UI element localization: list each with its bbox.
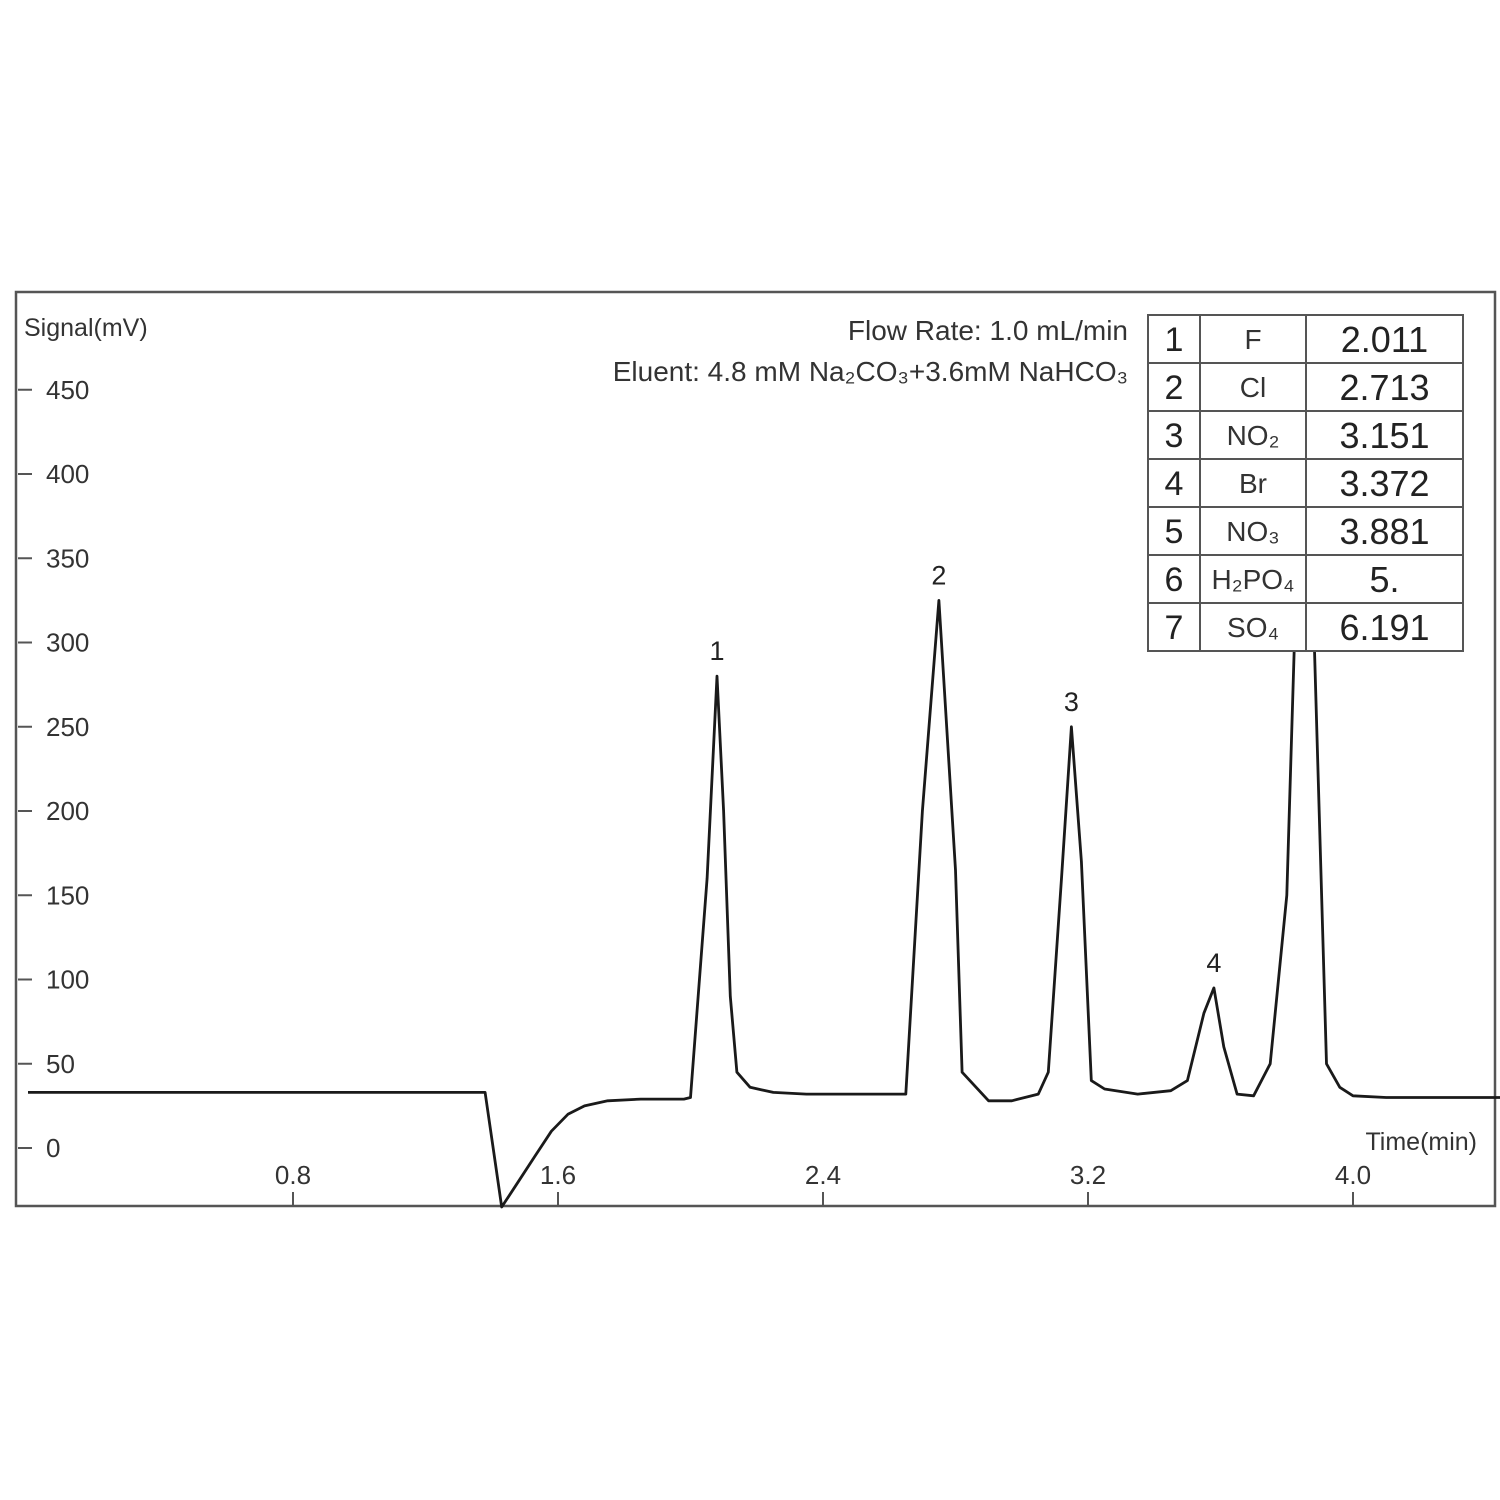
y-tick-label-350: 350 bbox=[46, 543, 89, 573]
y-tick-label-0: 0 bbox=[46, 1133, 60, 1163]
table-cell-number: 1 bbox=[1165, 321, 1184, 359]
table-cell-number: 7 bbox=[1165, 609, 1184, 647]
y-tick-label-50: 50 bbox=[46, 1049, 75, 1079]
y-tick-label-450: 450 bbox=[46, 375, 89, 405]
table-cell-ion: SO₄ bbox=[1227, 612, 1279, 643]
table-cell-retention-time: 3.881 bbox=[1339, 511, 1429, 552]
x-tick-label-1.6: 1.6 bbox=[540, 1160, 576, 1190]
table-cell-ion: H₂PO₄ bbox=[1212, 564, 1295, 595]
table-cell-retention-time: 3.372 bbox=[1339, 463, 1429, 504]
y-tick-label-100: 100 bbox=[46, 965, 89, 995]
x-axis-title: Time(min) bbox=[1365, 1128, 1477, 1156]
y-tick-label-400: 400 bbox=[46, 459, 89, 489]
y-tick-label-150: 150 bbox=[46, 880, 89, 910]
table-cell-ion: Br bbox=[1239, 468, 1267, 499]
table-cell-number: 4 bbox=[1165, 465, 1184, 503]
eluent-text: Eluent: 4.8 mM Na₂CO₃+3.6mM NaHCO₃ bbox=[613, 356, 1128, 387]
table-cell-retention-time: 6.191 bbox=[1339, 607, 1429, 648]
table-cell-number: 2 bbox=[1165, 369, 1184, 407]
x-tick-label-4.0: 4.0 bbox=[1335, 1160, 1371, 1190]
y-tick-label-200: 200 bbox=[46, 796, 89, 826]
y-axis-title: Signal(mV) bbox=[24, 314, 148, 342]
table-cell-retention-time: 5. bbox=[1369, 559, 1399, 600]
chromatogram-line bbox=[28, 455, 1500, 1209]
table-cell-ion: Cl bbox=[1240, 372, 1266, 403]
y-axis: 0 50 100 150 200 250 300 350 400 450 bbox=[18, 375, 89, 1163]
table-cell-retention-time: 3.151 bbox=[1339, 415, 1429, 456]
table-cell-retention-time: 2.713 bbox=[1339, 367, 1429, 408]
retention-time-table: 1 F 2.011 2 Cl 2.713 3 NO₂ 3.151 4 Br 3.372 5 NO₃ 3.88… bbox=[1147, 314, 1464, 652]
table-cell-ion: NO₃ bbox=[1226, 516, 1279, 547]
x-tick-label-2.4: 2.4 bbox=[805, 1160, 841, 1190]
peak-label-3: 3 bbox=[1064, 687, 1079, 717]
peak-label-1: 1 bbox=[709, 636, 724, 666]
flow-rate-text: Flow Rate: 1.0 mL/min bbox=[848, 315, 1128, 346]
x-tick-label-3.2: 3.2 bbox=[1070, 1160, 1106, 1190]
table-cell-ion: NO₂ bbox=[1227, 420, 1280, 451]
table-cell-number: 5 bbox=[1165, 513, 1184, 551]
y-tick-label-250: 250 bbox=[46, 712, 89, 742]
peak-label-2: 2 bbox=[931, 560, 946, 590]
table-cell-retention-time: 2.011 bbox=[1341, 319, 1428, 360]
table-cell-ion: F bbox=[1244, 324, 1261, 355]
y-tick-label-300: 300 bbox=[46, 628, 89, 658]
x-axis: 0.81.62.43.24.04.85.66.47.28.0 bbox=[275, 1160, 1371, 1206]
table-cell-number: 3 bbox=[1165, 417, 1184, 455]
peak-label-4: 4 bbox=[1206, 948, 1221, 978]
x-tick-label-0.8: 0.8 bbox=[275, 1160, 311, 1190]
table-cell-number: 6 bbox=[1165, 561, 1184, 599]
